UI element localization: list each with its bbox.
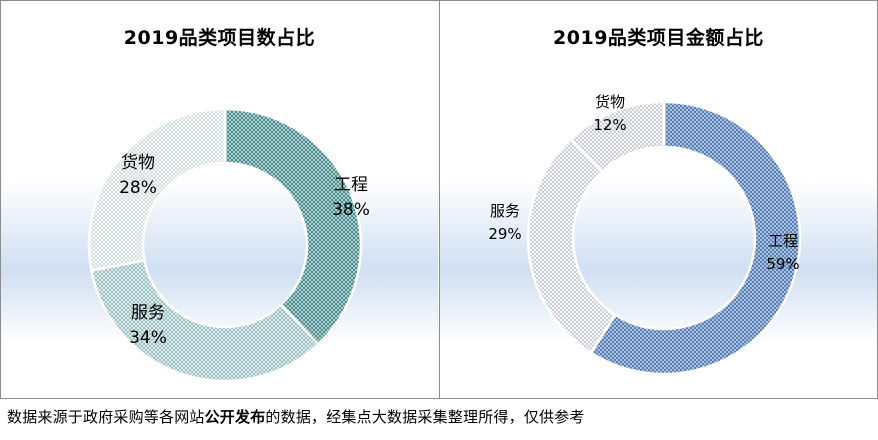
- label-huowu-count: 货物 28%: [103, 151, 173, 201]
- category-label: 服务: [489, 202, 520, 220]
- chart-frame: 2019品类项目数占比 工程 38% 服务 34% 货物 28%: [0, 0, 878, 399]
- category-label: 货物: [121, 153, 155, 173]
- panel-divider: [439, 1, 440, 398]
- label-fuwu-amount: 服务 29%: [470, 200, 540, 246]
- chart-panel-count: 2019品类项目数占比 工程 38% 服务 34% 货物 28%: [1, 1, 438, 398]
- chart-title-amount: 2019品类项目金额占比: [553, 27, 764, 49]
- donut-chart-amount: [440, 1, 877, 398]
- donut-slice-1: [589, 100, 802, 376]
- donut-slice-2: [89, 258, 320, 383]
- donut-slice-3: [569, 100, 666, 174]
- percent-label: 29%: [488, 225, 522, 243]
- source-text-end: 的数据，经集点大数据采集整理所得，仅供参考: [265, 408, 585, 426]
- source-text-bold: 公开发布: [204, 408, 266, 426]
- category-label: 服务: [131, 303, 165, 323]
- category-label: 工程: [334, 175, 368, 195]
- category-label: 货物: [594, 93, 625, 111]
- source-text-start: 数据来源于政府采购等各网站: [7, 408, 205, 426]
- donut-slice-1: [223, 107, 363, 346]
- donut-slice-2: [526, 137, 617, 355]
- chart-panel-amount: 2019品类项目金额占比 工程 59% 服务 29% 货物 12%: [440, 1, 877, 398]
- donut-slice-3: [87, 107, 227, 272]
- donut-chart-count: [1, 1, 438, 398]
- category-label: 工程: [767, 232, 798, 250]
- percent-label: 34%: [129, 328, 167, 348]
- label-gongcheng-amount: 工程 59%: [748, 230, 818, 276]
- percent-label: 59%: [766, 255, 800, 273]
- chart-title-count: 2019品类项目数占比: [123, 27, 316, 49]
- source-note: 数据来源于政府采购等各网站公开发布的数据，经集点大数据采集整理所得，仅供参考: [7, 406, 585, 427]
- label-gongcheng-count: 工程 38%: [316, 173, 386, 223]
- percent-label: 38%: [332, 200, 370, 220]
- label-fuwu-count: 服务 34%: [113, 301, 183, 351]
- percent-label: 28%: [119, 178, 157, 198]
- percent-label: 12%: [593, 116, 627, 134]
- label-huowu-amount: 货物 12%: [575, 91, 645, 137]
